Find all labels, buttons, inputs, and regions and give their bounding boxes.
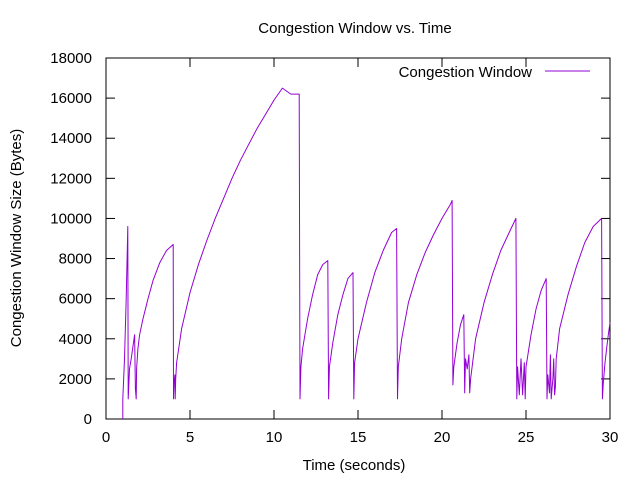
chart-title: Congestion Window vs. Time xyxy=(258,20,451,37)
series-layer xyxy=(122,87,611,419)
x-tick-label: 5 xyxy=(186,429,194,446)
x-tick-label: 30 xyxy=(602,429,619,446)
y-tick-label: 8000 xyxy=(59,251,92,268)
legend: Congestion Window xyxy=(399,64,590,81)
y-tick-label: 4000 xyxy=(59,331,92,348)
y-tick-label: 12000 xyxy=(50,170,92,187)
x-tick-label: 10 xyxy=(266,429,283,446)
y-axis: 0 2000 4000 6000 8000 10000 12000 14000 16000 180… xyxy=(50,50,610,428)
y-tick-label: 18000 xyxy=(50,50,92,67)
x-axis-label: Time (seconds) xyxy=(303,457,406,474)
x-tick-label: 15 xyxy=(350,429,367,446)
x-tick-label: 0 xyxy=(102,429,110,446)
y-tick-label: 0 xyxy=(84,411,92,428)
y-tick-label: 10000 xyxy=(50,210,92,227)
legend-label: Congestion Window xyxy=(399,64,533,81)
y-tick-label: 16000 xyxy=(50,90,92,107)
plot-area-border xyxy=(105,57,611,420)
x-tick-label: 20 xyxy=(434,429,451,446)
x-tick-label: 25 xyxy=(518,429,535,446)
y-tick-label: 2000 xyxy=(59,371,92,388)
series-line-congestion-window xyxy=(122,87,611,419)
x-axis: 0 5 10 15 20 25 30 xyxy=(102,58,619,446)
y-tick-label: 14000 xyxy=(50,130,92,147)
y-tick-label: 6000 xyxy=(59,291,92,308)
y-axis-label: Congestion Window Size (Bytes) xyxy=(8,129,25,347)
